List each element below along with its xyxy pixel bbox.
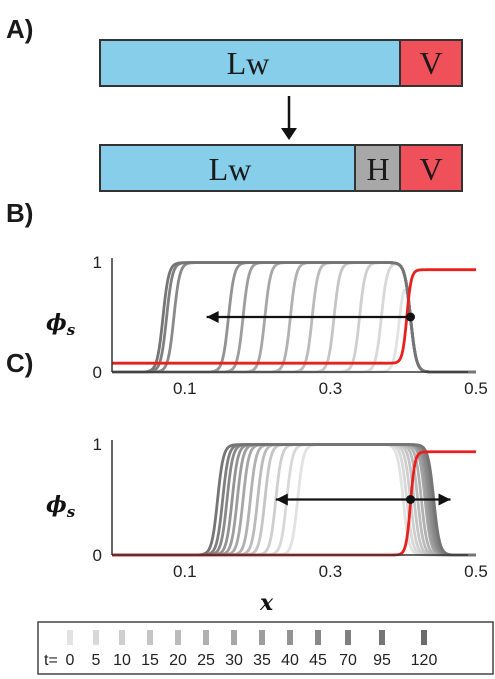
down-arrow: [281, 96, 297, 140]
arrow-head-start: [275, 493, 288, 506]
arrow-head: [206, 311, 219, 323]
x-tick-label: 0.1: [173, 379, 197, 398]
legend-swatch: [67, 630, 73, 645]
legend-swatch: [287, 630, 293, 645]
legend-time-label: 45: [309, 652, 327, 669]
y-tick-label: 1: [93, 435, 102, 454]
legend-swatch: [259, 630, 265, 645]
y-tick-label: 0: [93, 363, 102, 382]
segment-lw-bottom-label: Lw: [209, 151, 252, 187]
legend-time-label: 5: [92, 652, 101, 669]
legend-swatch: [315, 630, 321, 645]
segment-h-bottom-label: H: [366, 151, 389, 187]
legend-time-label: 15: [141, 652, 159, 669]
segment-v-top: [399, 39, 463, 87]
chart-c-arrow: [275, 493, 451, 506]
panel-label-b: B): [6, 198, 33, 228]
x-tick-label: 0.1: [173, 562, 197, 581]
legend-swatch: [231, 630, 237, 645]
legend-time-label: 70: [339, 652, 357, 669]
chart-c-ylabel: ϕs: [46, 492, 76, 521]
legend-time-label: 30: [225, 652, 243, 669]
legend-swatch: [421, 630, 427, 645]
legend-time-label: 0: [66, 652, 75, 669]
x-tick-label: 0.5: [464, 379, 488, 398]
legend-swatch: [147, 630, 153, 645]
legend-time-label: 40: [281, 652, 299, 669]
legend-time-label: 120: [411, 652, 438, 669]
x-tick-label: 0.3: [319, 562, 343, 581]
y-tick-label: 1: [93, 253, 102, 272]
chart-panel-b: ϕs 0.1 0.3 0.5 0 1: [46, 253, 488, 398]
y-tick-label: 0: [93, 546, 102, 565]
legend-swatch: [345, 630, 351, 645]
segment-v-top-label: V: [419, 45, 442, 81]
red-profile: [112, 268, 476, 365]
segment-lw-top-label: Lw: [227, 45, 270, 81]
legend-swatch: [203, 630, 209, 645]
legend-swatch: [119, 630, 125, 645]
chart-c-xlabel: x: [259, 590, 274, 616]
chart-b-ylabel: ϕs: [46, 310, 76, 339]
legend-time-label: 95: [373, 652, 391, 669]
chart-b-ticks: 0.1 0.3 0.5 0 1: [93, 253, 488, 398]
legend-frame: [37, 621, 494, 675]
legend-prefix: t=: [44, 652, 58, 669]
legend-swatch: [175, 630, 181, 645]
legend-time-label: 25: [197, 652, 215, 669]
legend-time-label: 35: [253, 652, 271, 669]
legend-items: t= 0 5 10 15 20 25 30 35 40 45 70 95 120: [44, 630, 437, 669]
x-tick-label: 0.3: [319, 379, 343, 398]
legend-swatch: [379, 630, 385, 645]
segment-v-bottom-label: V: [419, 151, 442, 187]
x-tick-label: 0.5: [464, 562, 488, 581]
arrow-dot: [405, 312, 415, 322]
segment-lw-top: [99, 39, 401, 87]
arrow-dot: [405, 495, 415, 504]
chart-c-ticks: 0.1 0.3 0.5 0 1: [93, 435, 488, 581]
segment-v-bottom: [399, 144, 463, 192]
time-legend: t= 0 5 10 15 20 25 30 35 40 45 70 95 120: [37, 621, 494, 675]
schematic-top-bar: Lw V: [99, 39, 463, 87]
chart-b-arrow: [206, 311, 415, 323]
chart-panel-c: ϕs x 0.1 0.3 0.5 0 1: [46, 435, 488, 616]
legend-time-label: 20: [169, 652, 187, 669]
legend-swatch: [93, 630, 99, 645]
arrow-head: [438, 493, 451, 506]
legend-time-label: 10: [113, 652, 131, 669]
schematic-bottom-bar: Lw H V: [99, 144, 463, 192]
panel-label-c: C): [6, 348, 33, 378]
segment-lw-bottom: [99, 144, 356, 192]
panel-label-a: A): [6, 14, 33, 44]
grey-profile-11: [111, 261, 477, 374]
